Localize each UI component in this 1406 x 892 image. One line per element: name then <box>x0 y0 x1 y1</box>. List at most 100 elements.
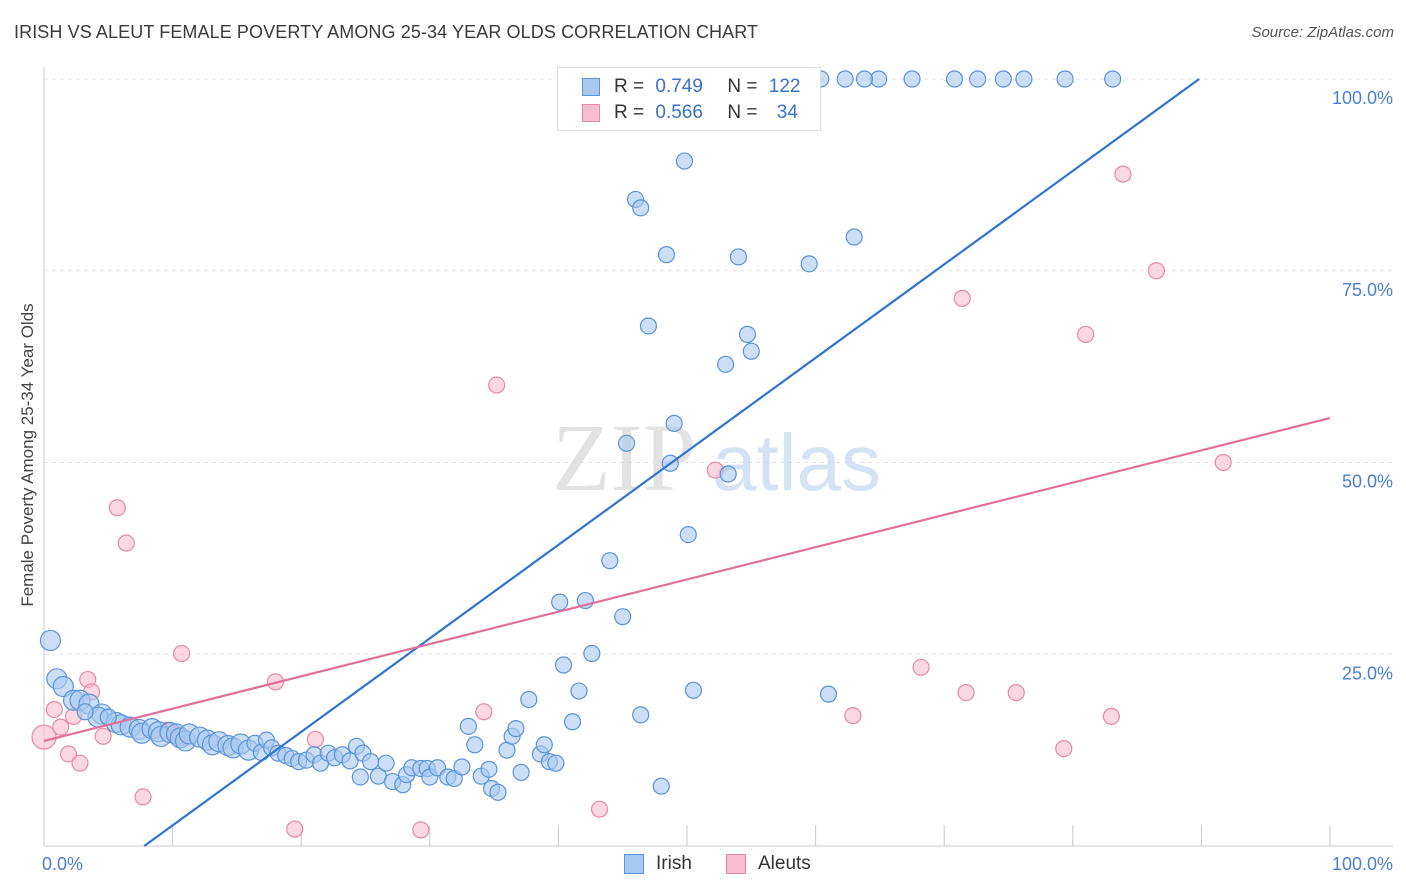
aleut-n-value: 34 <box>776 102 798 123</box>
irish-point <box>547 754 565 772</box>
irish-point <box>1015 70 1033 88</box>
aleut-point <box>590 800 609 818</box>
irish-point <box>489 783 507 801</box>
irish-point <box>679 525 697 544</box>
irish-point <box>639 317 658 335</box>
y-tick-label: 75.0% <box>1342 280 1393 300</box>
irish-point <box>819 685 838 703</box>
aleut-point <box>71 754 89 772</box>
aleut-point <box>286 820 304 838</box>
aleut-point <box>1007 683 1025 702</box>
irish-n-label: N = <box>727 76 763 97</box>
irish-point <box>945 70 964 88</box>
irish-point <box>39 629 62 652</box>
irish-point <box>341 752 359 770</box>
irish-swatch <box>582 78 600 96</box>
irish-point <box>719 465 737 483</box>
irish-point <box>729 248 748 266</box>
aleut-point <box>1055 739 1073 758</box>
irish-point <box>554 656 573 674</box>
aleut-r-value: 0.566 <box>655 102 703 123</box>
aleut-point <box>1114 165 1132 183</box>
irish-point <box>738 325 757 344</box>
irish-point <box>570 682 588 700</box>
aleut-trend-line <box>43 416 1331 742</box>
irish-point <box>551 593 569 611</box>
irish-point <box>994 70 1012 88</box>
irish-point <box>480 760 498 778</box>
irish-legend-swatch <box>624 854 644 874</box>
bottom-legend-aleut: Aleuts <box>726 852 811 876</box>
irish-point <box>459 717 477 735</box>
irish-point <box>614 608 632 626</box>
correlation-legend: R = 0.749 N = 122 R = 0.566 N = 34 <box>557 67 821 131</box>
aleut-point <box>1102 707 1120 725</box>
trend-lines <box>43 78 1331 847</box>
aleut-point <box>412 821 430 839</box>
aleut-swatch <box>582 104 600 122</box>
watermark: ZIP atlas <box>552 404 881 511</box>
legend-row-irish: R = 0.749 N = 122 <box>582 75 800 99</box>
irish-point <box>507 720 525 738</box>
irish-point <box>684 681 703 699</box>
aleut-point <box>844 707 862 725</box>
aleut-point <box>108 499 126 517</box>
aleut-point <box>134 788 152 806</box>
aleut-point <box>173 644 191 663</box>
irish-point <box>675 152 694 170</box>
aleut-point <box>306 730 324 748</box>
irish-point <box>1056 70 1074 88</box>
watermark-atlas: atlas <box>712 418 881 507</box>
aleut-point <box>52 718 70 736</box>
irish-point <box>535 736 553 754</box>
bottom-legend-irish: Irish <box>624 852 692 876</box>
aleut-point <box>117 534 135 552</box>
irish-point <box>583 644 601 663</box>
aleut-point <box>59 745 78 763</box>
irish-point <box>1104 70 1122 88</box>
aleut-point <box>45 700 63 719</box>
aleut-legend-label: Aleuts <box>758 853 811 874</box>
irish-points <box>39 70 1122 801</box>
aleut-point <box>1147 262 1165 280</box>
irish-point <box>563 713 582 731</box>
aleut-point <box>488 376 506 394</box>
irish-point <box>617 434 636 452</box>
chart-title: IRISH VS ALEUT FEMALE POVERTY AMONG 25-3… <box>14 22 759 42</box>
irish-point <box>969 70 987 88</box>
irish-point <box>652 777 670 795</box>
irish-point <box>466 736 484 754</box>
irish-point <box>836 70 854 88</box>
irish-point <box>742 342 760 360</box>
aleut-point <box>912 658 930 676</box>
aleut-point <box>1077 325 1095 344</box>
x-tick-label: 100.0% <box>1332 854 1393 874</box>
aleut-point <box>475 703 493 721</box>
irish-point <box>632 706 650 724</box>
irish-legend-label: Irish <box>656 853 692 874</box>
aleut-n-label: N = <box>727 102 763 123</box>
aleut-point <box>957 683 975 702</box>
irish-point <box>520 690 538 709</box>
irish-point <box>855 70 874 88</box>
irish-point <box>845 228 863 246</box>
irish-point <box>512 763 530 781</box>
irish-point <box>716 355 735 373</box>
legend-row-aleut: R = 0.566 N = 34 <box>582 101 798 125</box>
source-credit: Source: ZipAtlas.com <box>1251 24 1394 41</box>
irish-point <box>800 255 818 273</box>
irish-point <box>453 758 471 776</box>
irish-r-value: 0.749 <box>655 76 703 97</box>
y-tick-label: 100.0% <box>1332 88 1393 108</box>
aleut-point <box>1214 453 1232 472</box>
irish-r-label: R = <box>614 76 650 97</box>
axes <box>43 67 1393 847</box>
y-tick-label: 50.0% <box>1342 472 1393 492</box>
irish-point <box>351 768 369 786</box>
irish-point <box>601 552 619 570</box>
aleut-point <box>953 289 971 307</box>
irish-point <box>362 753 380 771</box>
aleut-r-label: R = <box>614 102 650 123</box>
y-tick-label: 25.0% <box>1342 663 1393 683</box>
